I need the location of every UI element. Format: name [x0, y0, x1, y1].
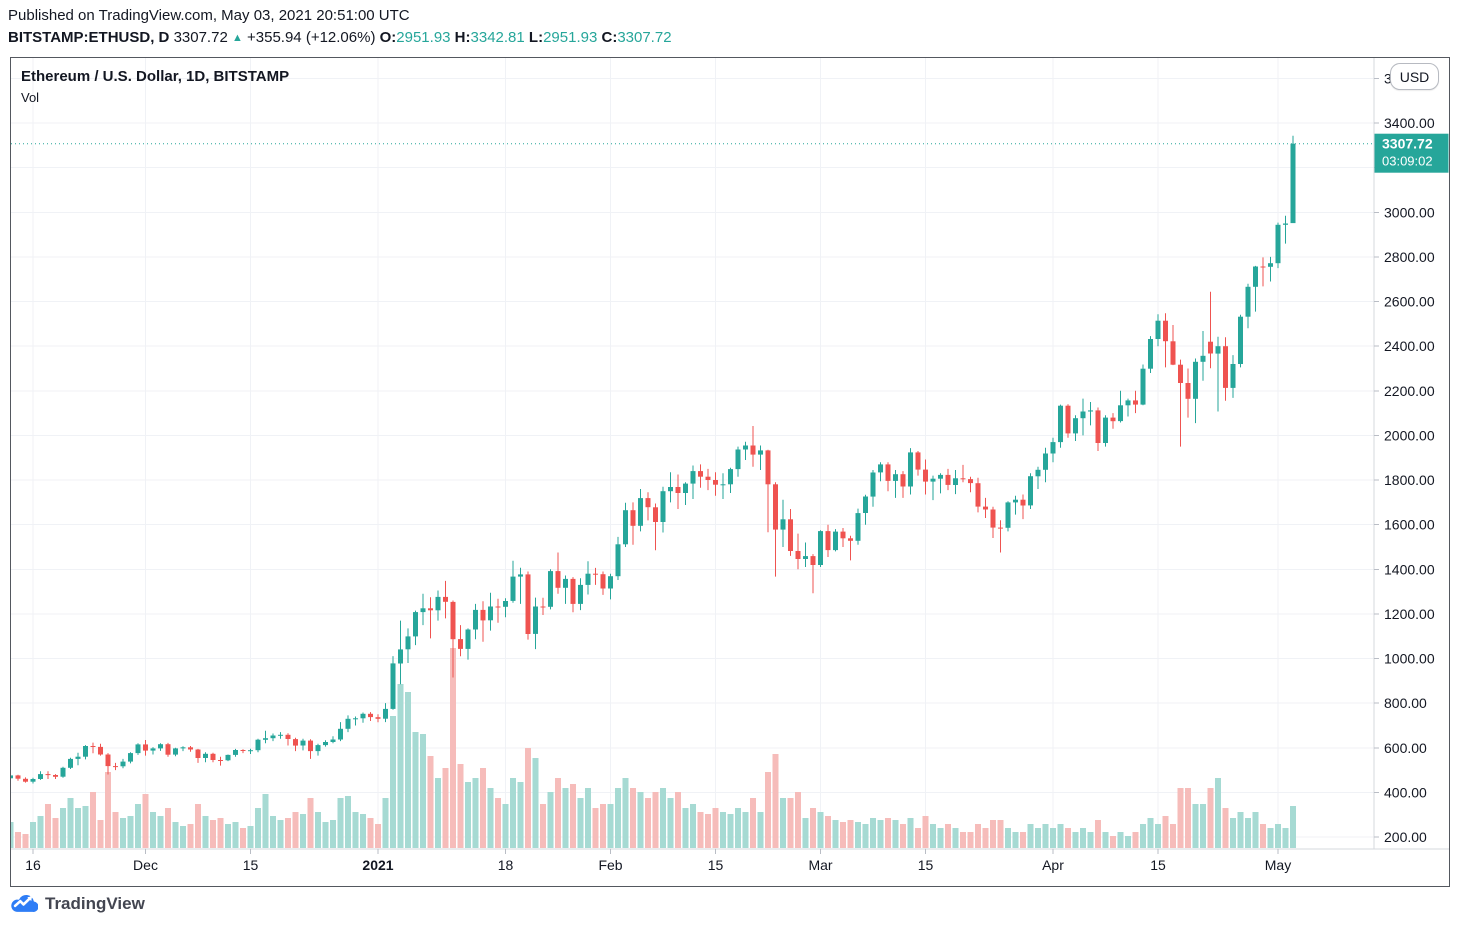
chart-title: Ethereum / U.S. Dollar, 1D, BITSTAMP: [21, 68, 290, 85]
tradingview-logo[interactable]: TradingView: [10, 892, 145, 915]
svg-text:400.00: 400.00: [1384, 784, 1427, 800]
current-price-badge: 3307.72 03:09:02: [1374, 133, 1449, 173]
svg-text:Feb: Feb: [598, 857, 622, 873]
change-value: +355.94 (+12.06%): [242, 29, 380, 46]
svg-text:200.00: 200.00: [1384, 829, 1427, 845]
svg-text:Apr: Apr: [1042, 857, 1064, 873]
svg-text:18: 18: [498, 857, 514, 873]
volume-layer: [7, 648, 1297, 848]
svg-text:15: 15: [243, 857, 259, 873]
tradingview-cloud-icon: [11, 894, 38, 912]
svg-text:May: May: [1265, 857, 1291, 873]
svg-text:2400.00: 2400.00: [1384, 338, 1435, 354]
grid-layer: [11, 58, 1374, 849]
svg-text:2021: 2021: [362, 857, 393, 873]
volume-indicator-label: Vol: [21, 90, 40, 105]
svg-text:16: 16: [25, 857, 41, 873]
high-value: 3342.81: [470, 29, 525, 46]
currency-toggle-button[interactable]: USD: [1390, 63, 1439, 90]
low-value: 2951.93: [543, 29, 598, 46]
svg-text:2200.00: 2200.00: [1384, 383, 1435, 399]
svg-text:1800.00: 1800.00: [1384, 472, 1435, 488]
svg-text:3000.00: 3000.00: [1384, 204, 1435, 220]
symbol-name: BITSTAMP:ETHUSD, D: [8, 29, 174, 46]
svg-text:3307.72: 3307.72: [1382, 136, 1433, 152]
chart-frame: Ethereum / U.S. Dollar, 1D, BITSTAMP Vol…: [7, 57, 1450, 887]
svg-text:1000.00: 1000.00: [1384, 651, 1435, 667]
price-axis[interactable]: 200.00 400.00 600.00 800.00 1000.00 1200.00 14…: [1384, 71, 1435, 846]
open-label: O:: [379, 29, 397, 46]
svg-text:3400.00: 3400.00: [1384, 115, 1435, 131]
low-label: L:: [524, 29, 544, 46]
tradingview-brand-text: TradingView: [45, 893, 145, 913]
last-price: 3307.72: [173, 29, 232, 46]
candles-layer: [8, 135, 1296, 784]
svg-text:600.00: 600.00: [1384, 740, 1427, 756]
svg-text:15: 15: [708, 857, 724, 873]
candlestick-chart[interactable]: 200.00 400.00 600.00 800.00 1000.00 1200.00 14…: [7, 58, 1449, 884]
svg-text:2600.00: 2600.00: [1384, 294, 1435, 310]
axis-separators: [11, 58, 1449, 854]
close-value: 3307.72: [617, 29, 672, 46]
symbol-ohlc-line: BITSTAMP:ETHUSD, D 3307.72 ▲ +355.94 (+1…: [8, 29, 672, 46]
svg-text:1400.00: 1400.00: [1384, 561, 1435, 577]
svg-text:800.00: 800.00: [1384, 695, 1427, 711]
svg-text:Dec: Dec: [133, 857, 158, 873]
published-line: Published on TradingView.com, May 03, 20…: [8, 7, 410, 24]
close-label: C:: [597, 29, 618, 46]
svg-text:15: 15: [1150, 857, 1166, 873]
change-arrow-icon: ▲: [231, 32, 243, 44]
open-value: 2951.93: [396, 29, 451, 46]
time-axis[interactable]: 16 Dec 15 2021 18 Feb 15 Mar 15 Apr 15 May: [25, 857, 1291, 873]
svg-text:2800.00: 2800.00: [1384, 249, 1435, 265]
svg-text:03:09:02: 03:09:02: [1382, 154, 1433, 169]
svg-text:1200.00: 1200.00: [1384, 606, 1435, 622]
svg-text:15: 15: [918, 857, 934, 873]
svg-text:1600.00: 1600.00: [1384, 517, 1435, 533]
high-label: H:: [450, 29, 471, 46]
svg-text:2000.00: 2000.00: [1384, 427, 1435, 443]
svg-text:Mar: Mar: [808, 857, 832, 873]
